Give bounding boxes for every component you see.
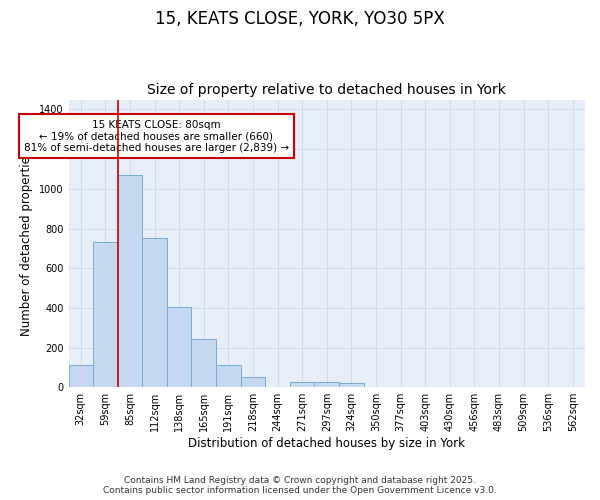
Bar [191, 338, 216, 387]
Bar [142, 238, 167, 387]
X-axis label: Distribution of detached houses by size in York: Distribution of detached houses by size … [188, 437, 465, 450]
Bar [167, 307, 191, 387]
Title: Size of property relative to detached houses in York: Size of property relative to detached ho… [148, 83, 506, 97]
Bar [68, 366, 93, 387]
Y-axis label: Number of detached properties: Number of detached properties [20, 150, 34, 336]
Text: 15 KEATS CLOSE: 80sqm
← 19% of detached houses are smaller (660)
81% of semi-det: 15 KEATS CLOSE: 80sqm ← 19% of detached … [24, 120, 289, 153]
Bar [241, 378, 265, 387]
Bar [290, 382, 314, 387]
Bar [118, 175, 142, 387]
Bar [216, 366, 241, 387]
Text: 15, KEATS CLOSE, YORK, YO30 5PX: 15, KEATS CLOSE, YORK, YO30 5PX [155, 10, 445, 28]
Text: Contains HM Land Registry data © Crown copyright and database right 2025.
Contai: Contains HM Land Registry data © Crown c… [103, 476, 497, 495]
Bar [93, 242, 118, 387]
Bar [314, 382, 339, 387]
Bar [339, 383, 364, 387]
